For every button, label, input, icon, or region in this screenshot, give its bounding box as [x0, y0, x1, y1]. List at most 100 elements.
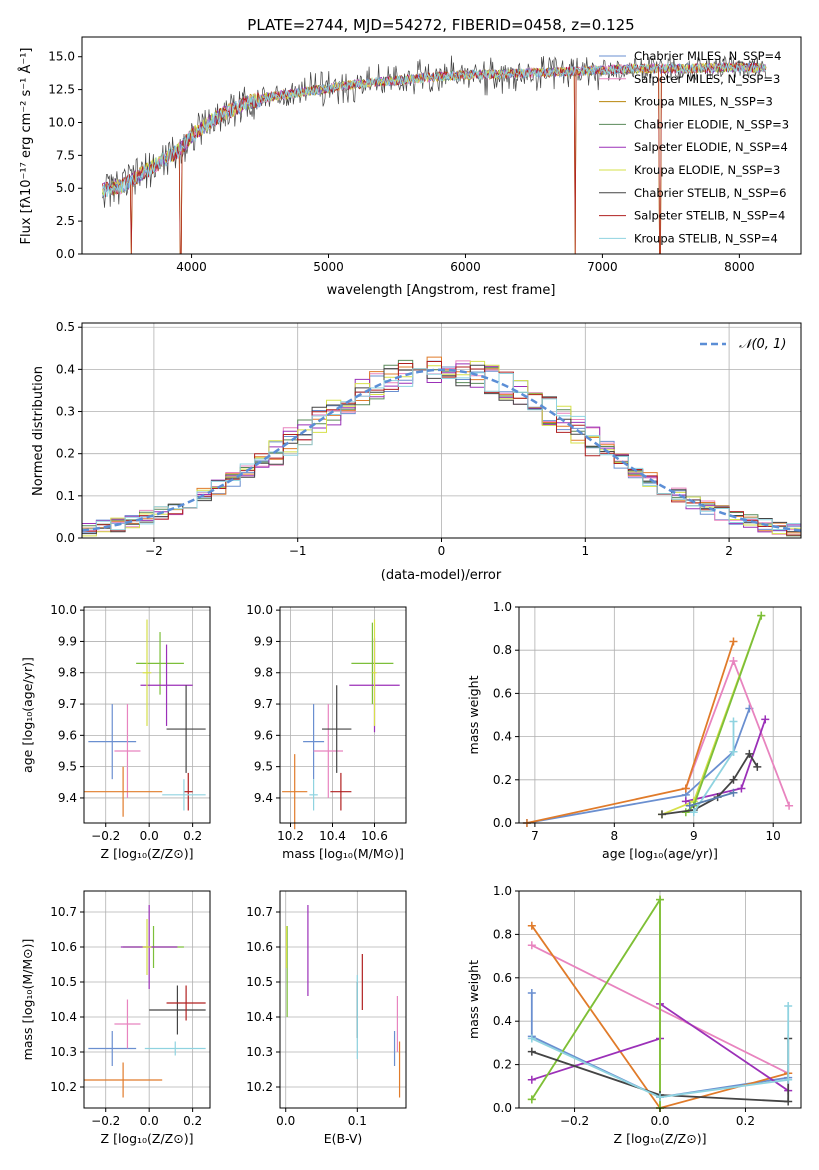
- x-tick-label: 0.2: [183, 829, 202, 843]
- y-tick-label: 0.2: [493, 773, 512, 787]
- spectrum-x-label: wavelength [Angstrom, rest frame]: [327, 283, 556, 298]
- plus-marker: [689, 808, 698, 817]
- y-tick-label: 9.8: [254, 666, 273, 680]
- x-tick-label: 1: [581, 544, 589, 558]
- y-axis-label: mass weight: [466, 675, 481, 754]
- y-tick-label: 10.6: [50, 940, 77, 954]
- y-tick-label: 0.8: [493, 643, 512, 657]
- y-tick-label: 9.5: [254, 760, 273, 774]
- histogram-series-step: [82, 368, 801, 531]
- legend-label: Kroupa MILES, N_SSP=3: [634, 95, 773, 109]
- y-tick-label: 9.8: [58, 666, 77, 680]
- plus-marker: [527, 1075, 536, 1084]
- y-tick-label: 10.2: [246, 1080, 273, 1094]
- y-axis-label: age [log₁₀(age/yr)]: [20, 657, 35, 773]
- plus-marker: [761, 715, 770, 724]
- plus-marker: [527, 941, 536, 950]
- y-tick-label: 5.0: [56, 181, 75, 195]
- plus-marker: [729, 657, 738, 665]
- y-tick-label: 9.9: [254, 634, 273, 648]
- y-tick-label: 9.7: [58, 697, 77, 711]
- plus-marker: [656, 1093, 664, 1102]
- x-tick-label: 0.0: [276, 1114, 295, 1128]
- histogram-plot-area: [81, 323, 802, 539]
- panel-frame: [518, 606, 802, 824]
- plus-marker: [757, 611, 766, 620]
- y-tick-label: 2.5: [56, 214, 75, 228]
- x-tick-label: 0.0: [650, 1114, 669, 1128]
- spectrum-plot-area: [102, 55, 767, 255]
- x-tick-label: −1: [289, 544, 307, 558]
- mass-weight-line: [685, 615, 763, 813]
- y-tick-label: 10.5: [50, 975, 77, 989]
- x-tick-label: −0.2: [91, 1114, 120, 1128]
- x-tick-label: 8: [611, 829, 619, 843]
- y-tick-label: 10.4: [246, 1010, 273, 1024]
- x-tick-label: 0.0: [140, 1114, 159, 1128]
- histogram-x-label: (data-model)/error: [381, 568, 502, 583]
- x-tick-label: 10: [766, 829, 781, 843]
- y-tick-label: 0.5: [56, 320, 75, 334]
- mass-weight-line: [531, 1006, 790, 1099]
- y-tick-label: 0.0: [56, 247, 75, 261]
- mass-weight-line: [530, 993, 789, 1099]
- spectrum-series-line: [102, 62, 767, 255]
- plus-marker: [737, 784, 746, 793]
- y-tick-label: 10.4: [50, 1010, 77, 1024]
- y-tick-label: 0.0: [56, 531, 75, 545]
- y-tick-label: 0.0: [493, 816, 512, 830]
- y-tick-label: 10.6: [246, 940, 273, 954]
- mass-weight-line: [689, 791, 734, 807]
- y-axis-label: mass weight: [466, 960, 481, 1039]
- y-tick-label: 12.5: [48, 83, 75, 97]
- spectrum-y-ticks: 0.0 2.5 5.0 7.5 10.0 12.5 15.0: [48, 50, 82, 261]
- y-tick-label: 9.6: [58, 728, 77, 742]
- x-tick-label: 9: [690, 829, 698, 843]
- y-tick-label: 9.6: [254, 728, 273, 742]
- panel-frame: [279, 890, 407, 1109]
- plus-marker: [656, 895, 664, 904]
- plus-marker: [784, 1002, 793, 1011]
- mass-vs-extinction-panel: 0.0 0.1 10.2 10.3 10.4 10.5 10.6 10.7 E(B-V): [246, 890, 407, 1146]
- mass-weight-line: [526, 708, 751, 824]
- x-axis-label: age [log₁₀(age/yr)]: [602, 846, 718, 861]
- y-tick-label: 0.4: [56, 362, 75, 376]
- x-tick-label: 7: [531, 829, 539, 843]
- panel-frame: [279, 606, 407, 824]
- y-tick-label: 0.1: [56, 489, 75, 503]
- plus-marker: [527, 988, 536, 997]
- x-tick-label: 8000: [724, 260, 755, 274]
- spectrum-series-line: [102, 62, 767, 255]
- y-tick-label: 0.4: [493, 730, 512, 744]
- y-tick-label: 10.7: [246, 905, 273, 919]
- plus-marker: [729, 775, 738, 784]
- plus-marker: [729, 717, 738, 726]
- y-tick-label: 0.6: [493, 971, 512, 985]
- x-axis-label: E(B-V): [324, 1131, 363, 1146]
- y-tick-label: 0.3: [56, 405, 75, 419]
- plus-marker: [681, 784, 690, 793]
- mass-weight-vs-age-panel: 7 8 9 10 0.0 0.2 0.4 0.6 0.8 1.0 age [log₁₀(age/yr…: [466, 600, 802, 861]
- x-tick-label: 10.4: [319, 829, 346, 843]
- legend-label: Salpeter ELODIE, N_SSP=4: [634, 140, 788, 154]
- plus-marker: [527, 921, 536, 930]
- mass-weight-vs-metallicity-panel: −0.2 0.0 0.2 0.0 0.2 0.4 0.6 0.8 1.0 Z [log₁₀(Z/Z…: [466, 884, 802, 1146]
- panel-frame: [83, 606, 211, 824]
- plus-marker: [527, 1034, 536, 1043]
- plus-marker: [685, 801, 694, 810]
- histogram-y-label: Normed distribution: [31, 366, 46, 496]
- y-tick-label: 15.0: [48, 50, 75, 64]
- y-tick-label: 9.9: [58, 634, 77, 648]
- y-tick-label: 10.0: [246, 603, 273, 617]
- x-tick-label: 0.0: [140, 829, 159, 843]
- plus-marker: [527, 1047, 536, 1056]
- y-tick-label: 9.4: [58, 791, 77, 805]
- x-tick-label: 0.1: [348, 1114, 367, 1128]
- y-axis-label: mass [log₁₀(M/M⊙)]: [20, 939, 35, 1061]
- y-tick-label: 7.5: [56, 148, 75, 162]
- age-vs-metallicity-panel: −0.2 0.0 0.2 9.4 9.5 9.6 9.7 9.8 9.9 10.0 Z [log₁₀…: [20, 603, 211, 861]
- panel-frame: [83, 890, 211, 1109]
- legend-normal-label: 𝒩(0, 1): [739, 337, 786, 352]
- y-tick-label: 10.7: [50, 905, 77, 919]
- legend-label: Chabrier ELODIE, N_SSP=3: [634, 117, 789, 131]
